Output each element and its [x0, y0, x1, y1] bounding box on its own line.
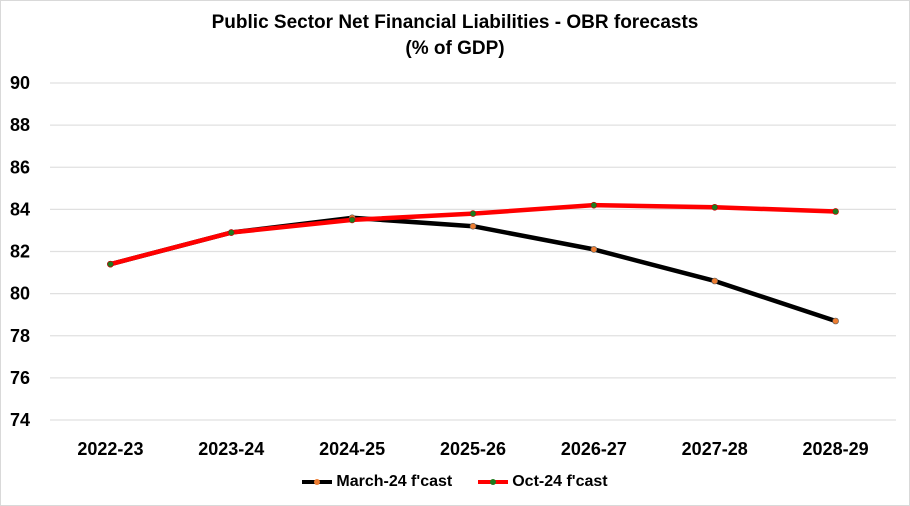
data-point-1	[832, 208, 839, 215]
y-tick-label: 76	[10, 368, 30, 388]
data-point-1	[711, 203, 719, 211]
y-tick-label: 90	[10, 73, 30, 93]
legend-item-march: March-24 f'cast	[302, 473, 452, 491]
x-tick-label: 2025-26	[440, 439, 506, 459]
x-tick-label: 2024-25	[319, 439, 385, 459]
x-tick-label: 2022-23	[77, 439, 143, 459]
data-point-1	[590, 201, 598, 209]
y-tick-label: 74	[10, 410, 30, 430]
data-point-1	[227, 229, 235, 236]
series-line-0	[109, 215, 837, 324]
chart-title: Public Sector Net Financial Liabilities …	[211, 12, 699, 33]
legend-label: Oct-24 f'cast	[512, 473, 608, 490]
x-tick-label: 2023-24	[198, 439, 264, 459]
x-tick-label: 2028-29	[803, 439, 869, 459]
data-point-1	[348, 216, 356, 224]
data-point-1	[107, 260, 114, 268]
legend-swatch-march	[302, 479, 333, 485]
data-point-0	[590, 246, 598, 253]
data-point-0	[832, 317, 839, 325]
legend: March-24 f'cast Oct-24 f'cast	[0, 473, 910, 491]
data-point-1	[469, 210, 477, 217]
legend-swatch-oct	[478, 479, 509, 485]
y-tick-label: 86	[10, 157, 30, 177]
y-tick-label: 78	[10, 326, 30, 346]
y-tick-label: 84	[10, 199, 30, 219]
data-point-0	[711, 277, 719, 285]
legend-label: March-24 f'cast	[336, 473, 453, 490]
y-tick-label: 88	[10, 115, 30, 135]
chart-subtitle: (% of GDP)	[405, 38, 505, 59]
y-tick-label: 80	[10, 284, 30, 304]
data-point-0	[469, 222, 477, 230]
y-tick-label: 82	[10, 242, 30, 262]
x-tick-label: 2026-27	[561, 439, 627, 459]
legend-item-oct: Oct-24 f'cast	[478, 473, 608, 491]
x-tick-label: 2027-28	[682, 439, 748, 459]
